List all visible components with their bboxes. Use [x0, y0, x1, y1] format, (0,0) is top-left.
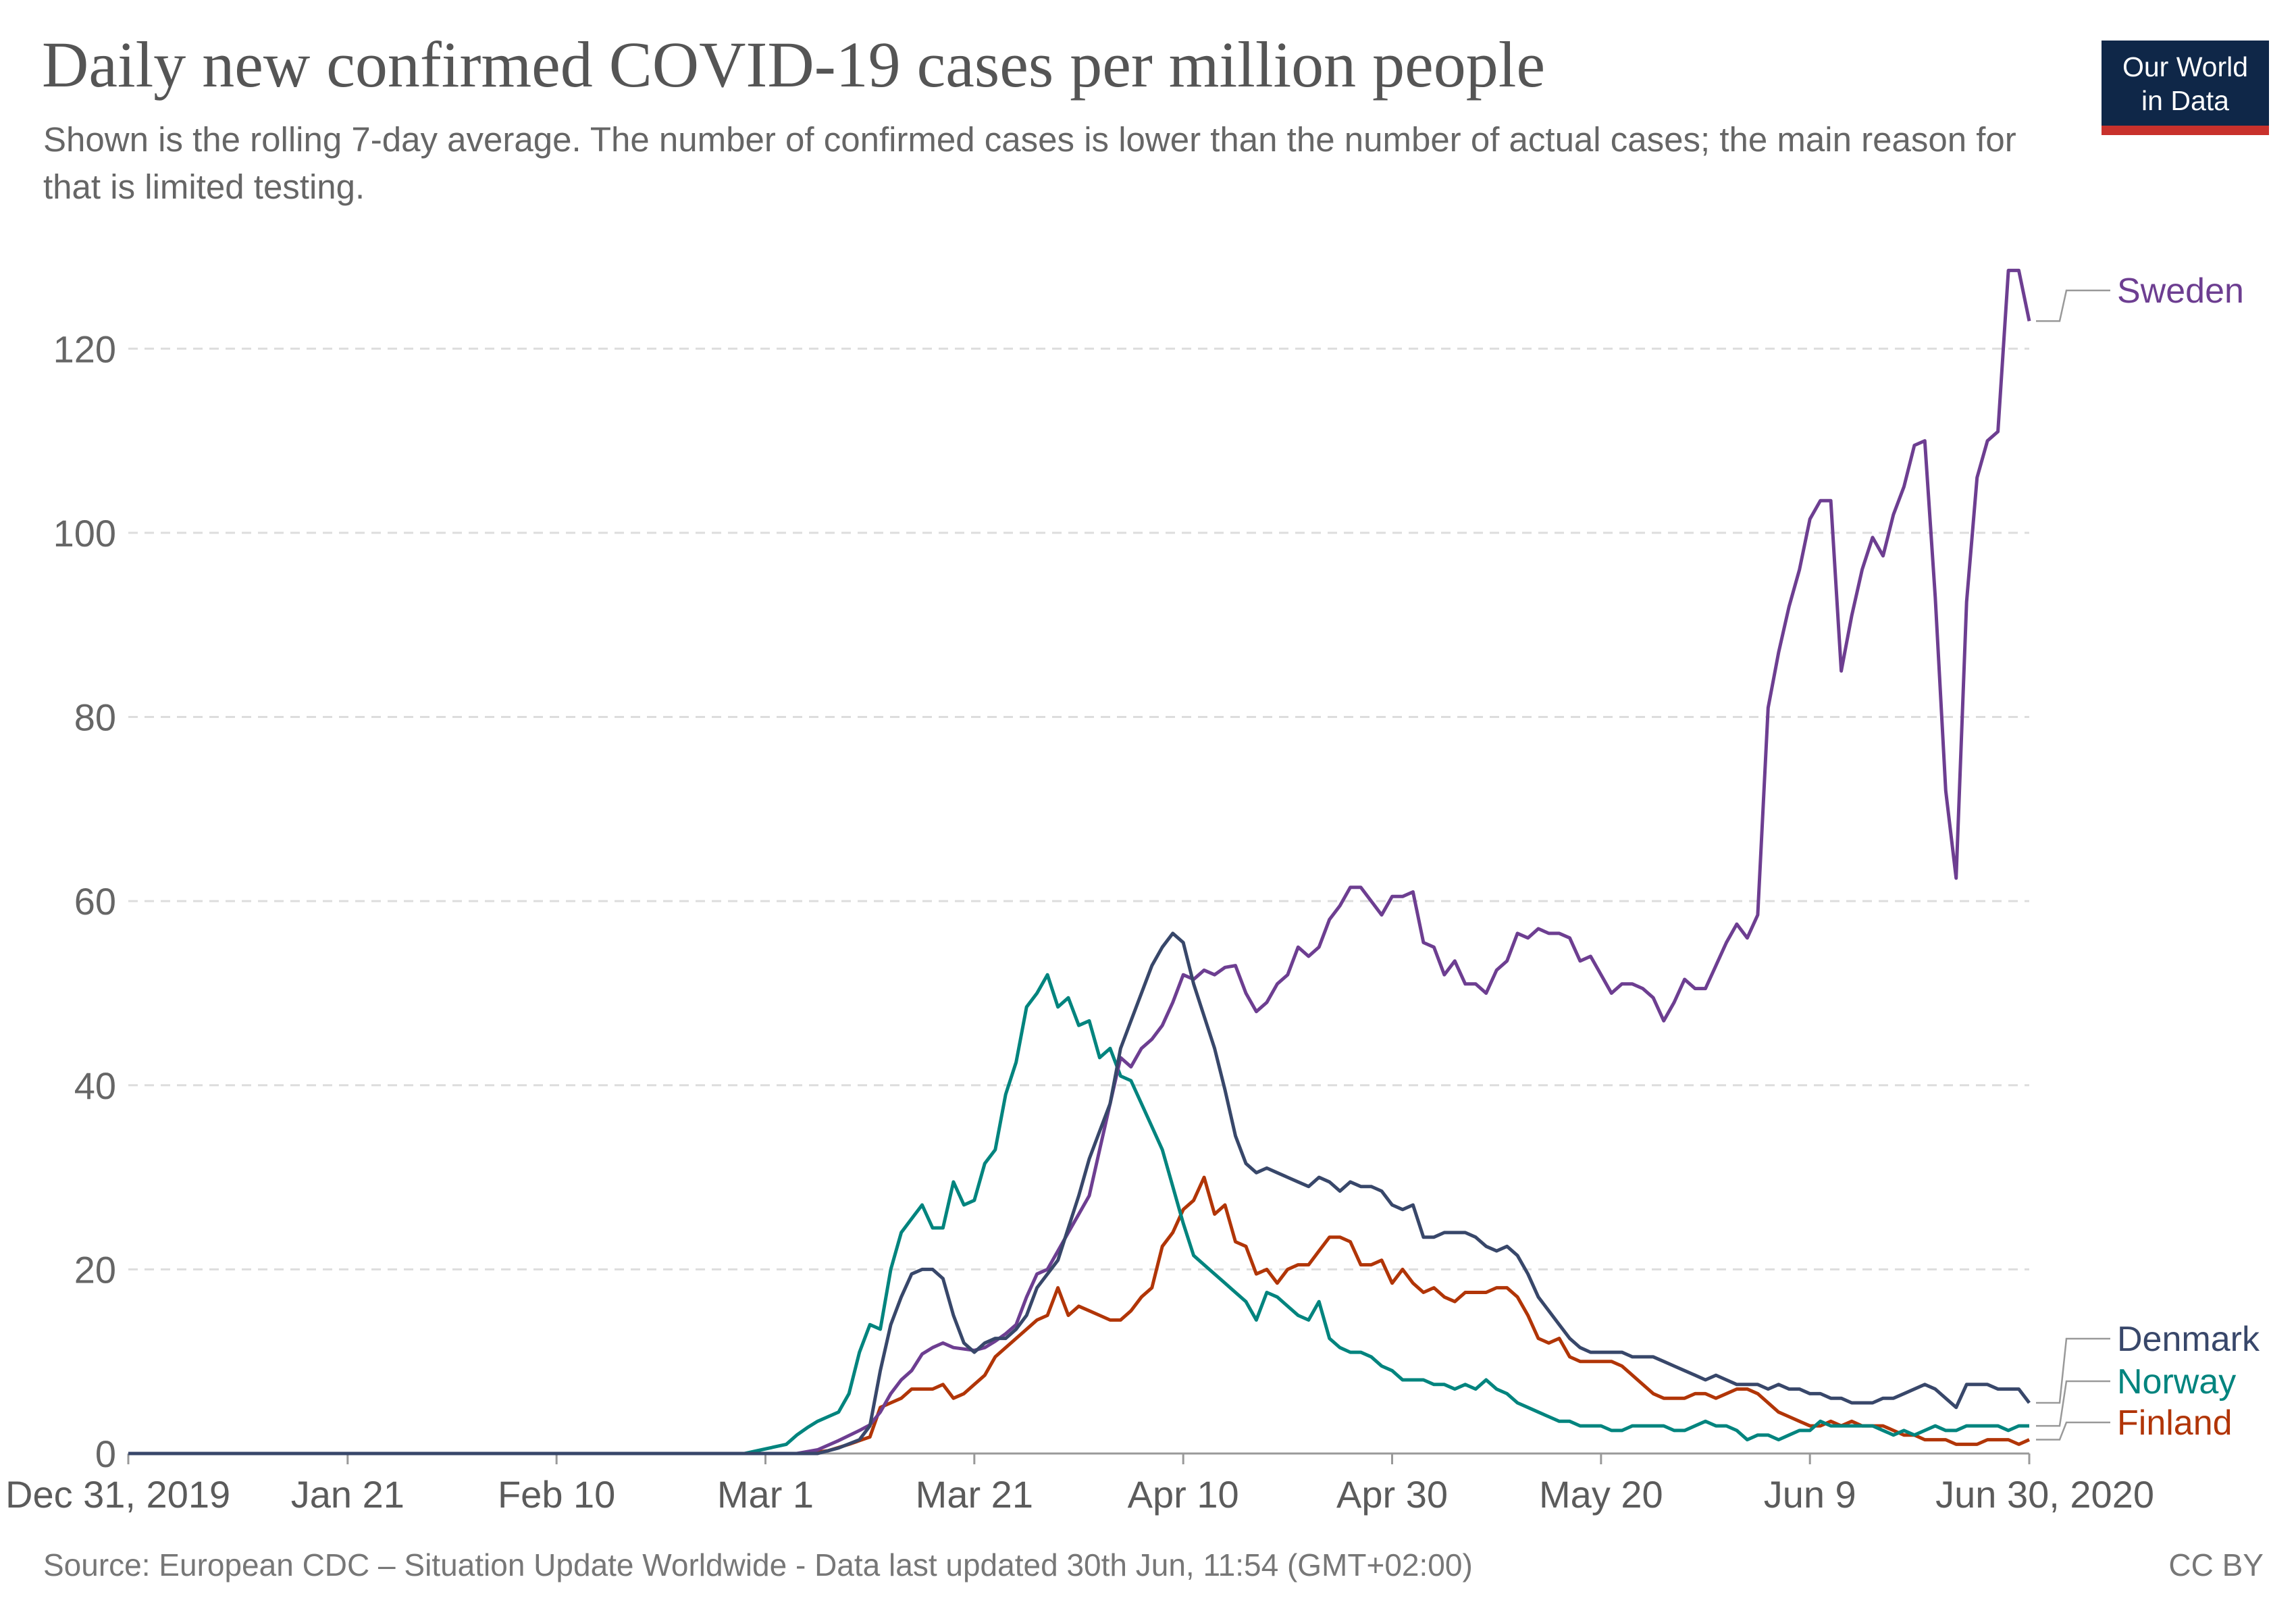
series-line-sweden — [128, 268, 2031, 1456]
x-tick-label: Apr 10 — [1128, 1473, 1239, 1516]
y-tick-label: 60 — [74, 880, 116, 923]
series-line-norway — [128, 973, 2029, 1456]
y-tick-labels: 0 20 40 60 80 100 120 — [53, 328, 116, 1475]
connector-norway — [2036, 1380, 2110, 1427]
x-tick-label: May 20 — [1539, 1473, 1663, 1516]
y-tick-label: 100 — [53, 512, 116, 555]
series-line-finland — [128, 1175, 2031, 1456]
connector-denmark — [2036, 1337, 2110, 1404]
license-link[interactable]: CC BY — [2168, 1547, 2264, 1583]
x-tick-labels: Dec 31, 2019 Jan 21 Feb 10 Mar 1 Mar 21 Apr 1… — [5, 1453, 2154, 1516]
y-tick-label: 0 — [95, 1433, 116, 1475]
y-tick-label: 120 — [53, 328, 116, 370]
connector-finland — [2036, 1421, 2110, 1441]
y-tick-label: 80 — [74, 696, 116, 739]
owid-logo[interactable]: Our World in Data — [2102, 41, 2269, 135]
connector-sweden — [2036, 289, 2110, 322]
x-tick-label: Jan 21 — [291, 1473, 405, 1516]
x-tick-label: Jun 9 — [1764, 1473, 1856, 1516]
x-tick-label: Mar 1 — [717, 1473, 814, 1516]
logo-line-2: in Data — [2141, 85, 2229, 116]
y-tick-label: 20 — [74, 1248, 116, 1291]
series-label-finland: Finland — [2117, 1404, 2233, 1443]
x-tick-label: Jun 30, 2020 — [1935, 1473, 2154, 1516]
source-note: Source: European CDC – Situation Update … — [43, 1547, 1473, 1583]
logo-line-1: Our World — [2122, 51, 2249, 82]
y-gridlines — [128, 347, 2029, 1455]
x-tick-label: Mar 21 — [916, 1473, 1033, 1516]
series-lines — [128, 268, 2031, 1456]
series-label-norway: Norway — [2117, 1362, 2236, 1401]
x-tick-label: Feb 10 — [498, 1473, 615, 1516]
series-label-denmark: Denmark — [2117, 1320, 2260, 1359]
chart-title: Daily new confirmed COVID-19 cases per m… — [42, 28, 1546, 101]
y-tick-label: 40 — [74, 1064, 116, 1107]
x-tick-label: Dec 31, 2019 — [5, 1473, 230, 1516]
x-tick-label: Apr 30 — [1336, 1473, 1448, 1516]
series-label-sweden: Sweden — [2117, 272, 2244, 311]
chart-subtitle: Shown is the rolling 7-day average. The … — [43, 120, 2016, 206]
series-line-denmark — [128, 931, 2031, 1456]
